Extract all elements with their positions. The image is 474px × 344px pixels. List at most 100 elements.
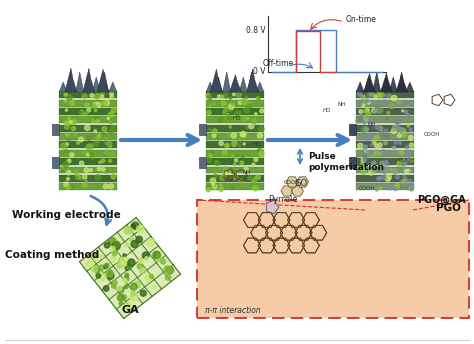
- Circle shape: [366, 108, 369, 112]
- Polygon shape: [83, 68, 95, 92]
- Circle shape: [381, 151, 384, 154]
- Circle shape: [368, 133, 372, 137]
- Circle shape: [218, 95, 221, 98]
- Circle shape: [410, 189, 412, 191]
- Text: GO: GO: [295, 179, 308, 187]
- Text: 0 V: 0 V: [254, 67, 266, 76]
- Circle shape: [407, 125, 410, 127]
- FancyBboxPatch shape: [59, 175, 117, 182]
- Circle shape: [122, 278, 127, 283]
- Circle shape: [82, 151, 86, 155]
- FancyBboxPatch shape: [206, 158, 264, 165]
- Circle shape: [362, 127, 367, 132]
- FancyBboxPatch shape: [206, 133, 264, 140]
- Circle shape: [211, 182, 216, 186]
- Circle shape: [89, 144, 93, 149]
- Circle shape: [401, 132, 406, 137]
- Circle shape: [77, 141, 80, 144]
- Circle shape: [207, 110, 211, 115]
- Text: Working electrode: Working electrode: [12, 210, 121, 220]
- Circle shape: [138, 258, 144, 264]
- Text: COOH: COOH: [359, 185, 375, 191]
- Circle shape: [59, 166, 64, 171]
- Circle shape: [117, 286, 122, 291]
- Circle shape: [64, 150, 68, 153]
- Circle shape: [215, 160, 218, 163]
- Circle shape: [219, 187, 223, 192]
- Circle shape: [91, 153, 94, 157]
- Circle shape: [376, 107, 382, 112]
- Circle shape: [370, 162, 373, 165]
- Circle shape: [109, 270, 112, 273]
- Circle shape: [118, 296, 123, 301]
- Circle shape: [373, 141, 376, 144]
- Circle shape: [110, 95, 114, 99]
- Circle shape: [94, 109, 97, 112]
- Circle shape: [378, 102, 381, 105]
- Circle shape: [223, 171, 227, 175]
- Circle shape: [228, 116, 232, 120]
- Circle shape: [64, 153, 67, 155]
- Circle shape: [64, 125, 69, 129]
- FancyBboxPatch shape: [356, 92, 414, 98]
- Circle shape: [378, 152, 381, 155]
- Polygon shape: [373, 72, 381, 92]
- Text: COOH: COOH: [284, 180, 300, 184]
- Circle shape: [370, 135, 372, 138]
- Circle shape: [130, 283, 137, 290]
- FancyBboxPatch shape: [206, 150, 264, 157]
- Circle shape: [91, 144, 93, 147]
- Circle shape: [232, 170, 236, 174]
- Circle shape: [381, 175, 385, 180]
- Circle shape: [377, 170, 380, 172]
- Circle shape: [64, 100, 67, 103]
- FancyBboxPatch shape: [356, 117, 414, 123]
- Circle shape: [364, 116, 368, 121]
- Circle shape: [257, 133, 263, 138]
- Circle shape: [210, 178, 216, 183]
- Circle shape: [109, 146, 111, 148]
- Polygon shape: [406, 82, 414, 92]
- Circle shape: [74, 133, 77, 136]
- Circle shape: [377, 133, 382, 137]
- Circle shape: [206, 94, 210, 97]
- Circle shape: [392, 129, 396, 133]
- Text: Pyrrole: Pyrrole: [268, 195, 298, 204]
- Circle shape: [392, 147, 395, 150]
- Circle shape: [397, 100, 401, 104]
- Circle shape: [382, 150, 385, 152]
- Circle shape: [395, 184, 400, 188]
- Circle shape: [360, 114, 363, 116]
- Circle shape: [242, 99, 247, 105]
- Circle shape: [232, 154, 235, 157]
- Circle shape: [397, 126, 400, 129]
- Circle shape: [377, 91, 381, 95]
- FancyBboxPatch shape: [59, 183, 117, 190]
- Circle shape: [405, 185, 407, 188]
- Circle shape: [365, 152, 368, 155]
- Circle shape: [410, 154, 413, 156]
- Circle shape: [213, 103, 215, 106]
- Circle shape: [111, 174, 116, 179]
- Circle shape: [212, 184, 217, 189]
- Circle shape: [401, 159, 406, 164]
- Circle shape: [367, 101, 370, 104]
- Circle shape: [256, 184, 259, 187]
- Circle shape: [219, 141, 223, 146]
- Circle shape: [405, 110, 408, 112]
- Circle shape: [235, 154, 237, 157]
- Circle shape: [142, 252, 149, 259]
- Circle shape: [110, 256, 116, 262]
- Circle shape: [388, 186, 392, 190]
- Polygon shape: [297, 177, 309, 187]
- Circle shape: [397, 151, 400, 153]
- Circle shape: [372, 109, 375, 113]
- Polygon shape: [364, 73, 375, 92]
- Circle shape: [383, 171, 386, 174]
- FancyBboxPatch shape: [199, 157, 206, 168]
- Circle shape: [99, 135, 101, 137]
- Circle shape: [65, 94, 67, 96]
- Circle shape: [214, 175, 218, 178]
- Circle shape: [255, 113, 257, 115]
- Circle shape: [365, 150, 368, 153]
